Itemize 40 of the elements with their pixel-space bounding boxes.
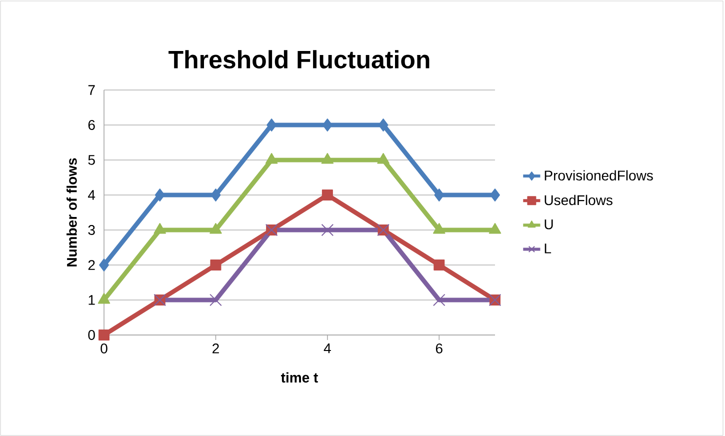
y-tick-label: 5 xyxy=(88,155,95,165)
point xyxy=(434,188,444,202)
point xyxy=(210,259,222,270)
y-tick-label: 6 xyxy=(88,120,95,130)
chart-title: Threshold Fluctuation xyxy=(168,50,430,68)
point xyxy=(210,222,222,234)
x-tick-label: 6 xyxy=(436,344,442,354)
point xyxy=(377,152,390,164)
x-tick-label: 2 xyxy=(212,344,219,354)
point xyxy=(154,222,166,234)
point xyxy=(433,222,446,234)
point xyxy=(321,152,334,164)
point xyxy=(210,188,221,202)
legend-label: U xyxy=(544,220,553,230)
point xyxy=(98,329,110,340)
y-tick-label: 4 xyxy=(88,190,96,200)
point xyxy=(490,188,500,202)
y-axis-title: Number of flows xyxy=(66,158,77,266)
x-axis-title: time t xyxy=(281,372,318,383)
point xyxy=(266,118,277,132)
y-tick-label: 0 xyxy=(88,330,95,340)
legend-label: L xyxy=(544,244,552,254)
point xyxy=(322,189,333,200)
point xyxy=(265,152,278,164)
legend-label: ProvisionedFlows xyxy=(544,170,653,181)
point xyxy=(99,258,110,272)
point xyxy=(154,188,165,202)
legend-label: UsedFlows xyxy=(544,194,612,206)
point xyxy=(378,118,388,132)
point xyxy=(434,259,445,270)
y-tick-label: 1 xyxy=(88,295,95,305)
point xyxy=(321,224,334,236)
x-tick-label: 4 xyxy=(324,344,331,354)
point xyxy=(488,222,502,234)
y-tick-label: 3 xyxy=(88,225,95,235)
x-tick-label: 0 xyxy=(100,344,108,354)
y-tick-label: 2 xyxy=(88,260,95,270)
point xyxy=(322,118,332,132)
y-tick-label: 7 xyxy=(88,85,95,95)
point xyxy=(98,292,110,304)
